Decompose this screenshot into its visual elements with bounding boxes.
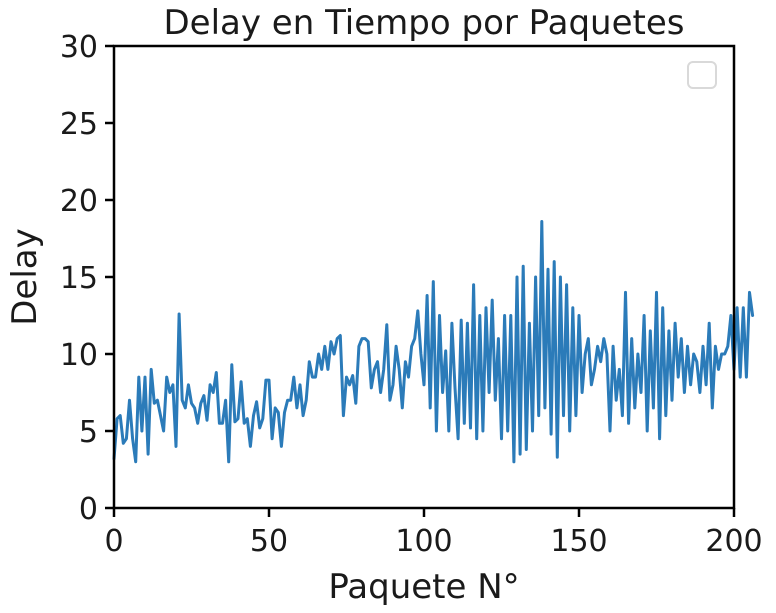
- x-tick-label: 150: [550, 524, 607, 559]
- x-tick-label: 50: [250, 524, 288, 559]
- y-tick-label: 30: [60, 30, 98, 65]
- x-axis: 0 50 100 150 200: [104, 508, 763, 559]
- y-tick-label: 0: [79, 492, 98, 527]
- y-axis: 0 5 10 15 20 25 30: [60, 30, 114, 527]
- x-tick-label: 200: [705, 524, 762, 559]
- plot-area: 0 50 100 150 200 0 5 10 15 20 25 30: [60, 30, 763, 559]
- x-tick-label: 100: [395, 524, 452, 559]
- x-axis-label: Paquete N°: [328, 567, 519, 607]
- y-tick-label: 25: [60, 107, 98, 142]
- y-tick-label: 15: [60, 261, 98, 296]
- series-line: [112, 220, 755, 464]
- axes-frame: [112, 44, 736, 510]
- legend-box: [687, 61, 717, 89]
- y-axis-label: Delay: [5, 228, 45, 326]
- y-tick-label: 20: [60, 184, 98, 219]
- x-tick-label: 0: [104, 524, 123, 559]
- y-tick-label: 5: [79, 415, 98, 450]
- series-layer: [112, 220, 755, 464]
- chart-title: Delay en Tiempo por Paquetes: [164, 3, 685, 43]
- y-tick-label: 10: [60, 338, 98, 373]
